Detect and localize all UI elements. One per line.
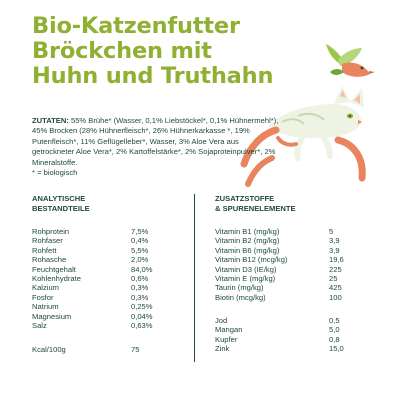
nutrient-row: Natrium 0,25% xyxy=(32,302,171,311)
row-label: Salz xyxy=(32,321,47,330)
analytical-heading: ANALYTISCHE BESTANDTEILE xyxy=(32,194,90,213)
row-label: Mangan xyxy=(215,325,243,335)
nutrient-row: Kalzium 0,3% xyxy=(32,283,171,292)
tail-strokes-icon xyxy=(240,126,366,187)
row-label: Fosfor xyxy=(32,292,54,302)
ingredients-block: ZUTATEN: 55% Brühe* (Wasser, 0,1% Liebst… xyxy=(32,116,280,178)
row-value: 0,3% xyxy=(131,283,149,293)
ingredients-label: ZUTATEN: xyxy=(32,116,69,125)
row-label: Kcal/100g xyxy=(32,345,66,354)
nutrient-row: Fosfor 0,3% xyxy=(32,293,171,302)
mineral-row: Mangan 5,0 xyxy=(215,325,369,334)
vitamin-row: Taurin (mg/kg) 425 xyxy=(215,283,369,292)
nutrient-row: Kohlenhydrate 0,6% xyxy=(32,274,171,283)
row-value: 0,04% xyxy=(131,311,153,321)
mineral-row: Jod 0,5 xyxy=(215,316,369,325)
row-value: 19,6 xyxy=(329,255,344,265)
title-line: Huhn und Truthahn xyxy=(32,63,274,89)
row-value: 7,5% xyxy=(131,227,149,236)
row-label: Natrium xyxy=(32,302,59,312)
nutrient-row: Feuchtgehalt 84,0% xyxy=(32,265,171,274)
kcal-row: Kcal/100g 75 xyxy=(32,345,172,354)
row-value: 0,25% xyxy=(131,302,153,312)
cat-and-bird-illustration xyxy=(240,44,375,187)
mineral-row: Kupfer 0,8 xyxy=(215,335,369,344)
product-title: Bio-Katzenfutter Bröckchen mit Huhn und … xyxy=(32,14,273,89)
row-label: Jod xyxy=(215,316,228,325)
heading-line: ANALYTISCHE xyxy=(32,194,86,203)
row-value: 5,0 xyxy=(329,325,340,335)
row-value: 425 xyxy=(329,283,342,293)
nutrient-row: Salz 0,63% xyxy=(32,321,171,330)
vitamin-row: Vitamin E (mg/kg) 25 xyxy=(215,274,369,283)
nutrient-row: Rohfett 5,5% xyxy=(32,246,171,255)
title-line: Bio-Katzenfutter xyxy=(32,13,240,39)
row-label: Vitamin D3 (IE/kg) xyxy=(215,264,277,274)
row-label: Rohfett xyxy=(32,245,57,255)
vitamin-row: Vitamin B1 (mg/kg) 5 xyxy=(215,227,369,236)
row-value: 5 xyxy=(329,227,334,236)
row-label: Rohasche xyxy=(32,255,67,265)
row-value: 0,6% xyxy=(131,274,149,283)
nutrient-row: Rohfaser 0,4% xyxy=(32,236,171,245)
vitamin-row: Biotin (mcg/kg) 100 xyxy=(215,293,369,302)
column-divider xyxy=(194,194,195,362)
cat-icon xyxy=(268,86,364,161)
heading-line: ZUSATZSTOFFE xyxy=(215,194,275,203)
title-line: Bröckchen mit xyxy=(32,38,212,64)
row-label: Vitamin B6 (mg/kg) xyxy=(215,245,280,255)
row-value: 15,0 xyxy=(329,344,344,354)
row-value: 225 xyxy=(329,264,342,274)
row-value: 2,0% xyxy=(131,255,149,265)
row-value: 0,5 xyxy=(329,316,340,325)
row-label: Vitamin B2 (mg/kg) xyxy=(215,236,280,246)
nutrient-row: Rohasche 2,0% xyxy=(32,255,171,264)
row-label: Vitamin B12 (mcg/kg) xyxy=(215,255,288,265)
row-value: 75 xyxy=(131,345,140,354)
row-value: 100 xyxy=(329,292,342,302)
row-label: Magnesium xyxy=(32,311,72,321)
vitamin-row: Vitamin B12 (mcg/kg) 19,6 xyxy=(215,255,369,264)
vitamin-row: Vitamin B6 (mg/kg) 3,9 xyxy=(215,246,369,255)
row-label: Rohprotein xyxy=(32,227,70,236)
organic-note: * = biologisch xyxy=(32,168,78,178)
nutrient-row: Rohprotein 7,5% xyxy=(32,227,171,236)
row-label: Feuchtgehalt xyxy=(32,264,76,274)
vitamin-row: Vitamin D3 (IE/kg) 225 xyxy=(215,265,369,274)
row-label: Vitamin E (mg/kg) xyxy=(215,274,276,283)
row-value: 0,3% xyxy=(131,292,149,302)
row-value: 84,0% xyxy=(131,264,153,274)
heading-line: BESTANDTEILE xyxy=(32,203,90,213)
row-value: 0,63% xyxy=(131,321,153,330)
vitamin-row: Vitamin B2 (mg/kg) 3,9 xyxy=(215,236,369,245)
row-label: Kupfer xyxy=(215,334,238,344)
row-label: Biotin (mcg/kg) xyxy=(215,292,266,302)
ingredients-text: 55% Brühe* (Wasser, 0,1% Liebstöckel*, 0… xyxy=(32,116,279,167)
row-label: Vitamin B1 (mg/kg) xyxy=(215,227,280,236)
row-value: 3,9 xyxy=(329,245,340,255)
nutrient-row: Magnesium 0,04% xyxy=(32,312,171,321)
row-label: Rohfaser xyxy=(32,236,63,246)
row-label: Zink xyxy=(215,344,230,354)
mineral-row: Zink 15,0 xyxy=(215,344,369,353)
row-value: 0,4% xyxy=(131,236,149,246)
row-label: Kohlenhydrate xyxy=(32,274,81,283)
row-value: 3,9 xyxy=(329,236,340,246)
bird-icon xyxy=(326,44,375,77)
additives-heading: ZUSATZSTOFFE & SPURENELEMENTE xyxy=(215,194,296,213)
row-value: 25 xyxy=(329,274,338,283)
row-value: 0,8 xyxy=(329,334,340,344)
heading-line: & SPURENELEMENTE xyxy=(215,203,296,213)
row-label: Taurin (mg/kg) xyxy=(215,283,264,293)
row-label: Kalzium xyxy=(32,283,60,293)
row-value: 5,5% xyxy=(131,245,149,255)
